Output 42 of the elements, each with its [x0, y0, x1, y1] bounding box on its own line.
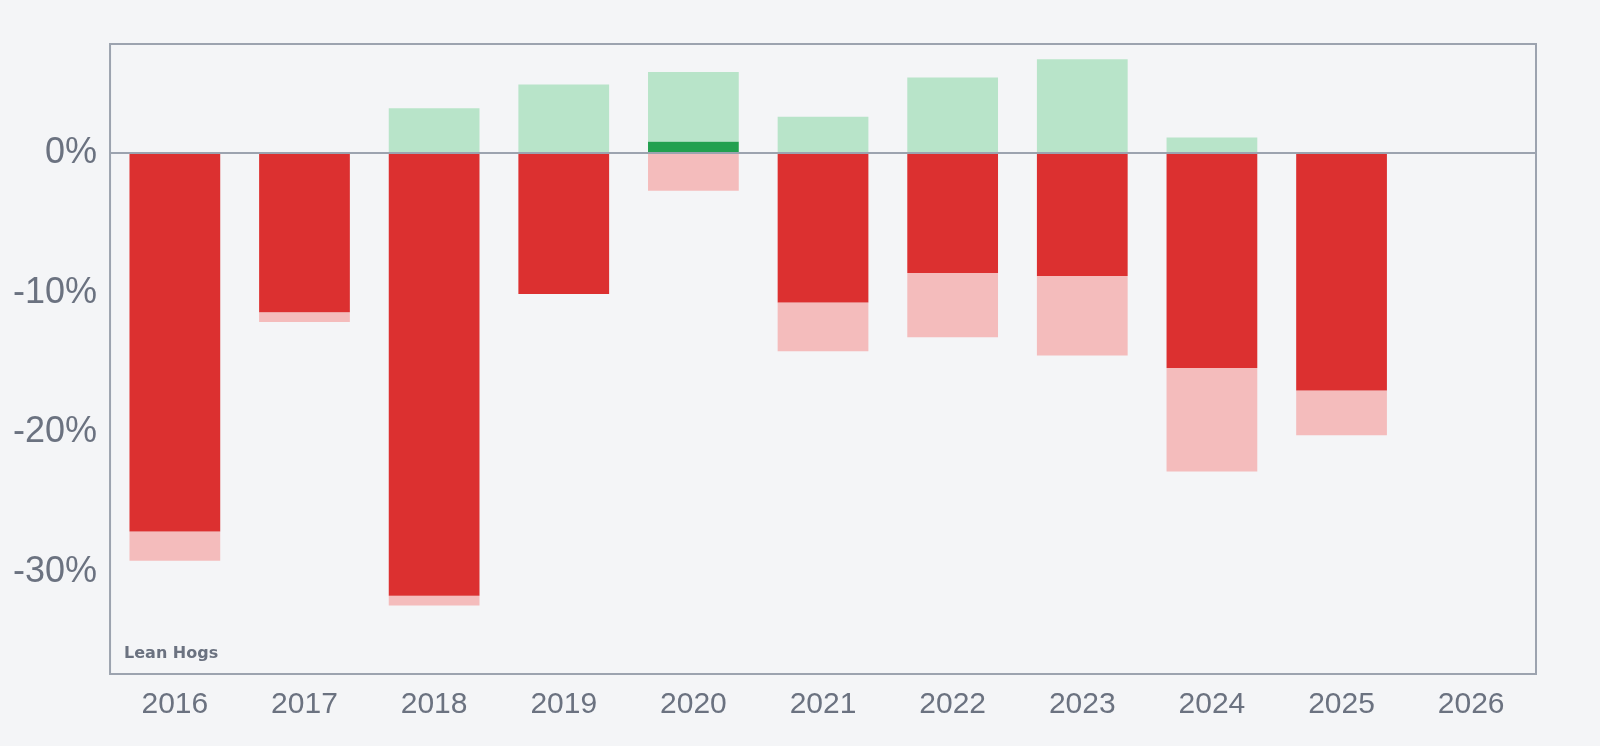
x-tick-label: 2025 [1308, 686, 1375, 720]
bar [777, 302, 869, 352]
bar [907, 273, 999, 338]
x-tick-label: 2023 [1048, 686, 1116, 720]
bar [518, 152, 610, 295]
bar [129, 152, 221, 532]
x-tick-label: 2026 [1437, 686, 1505, 720]
x-tick-label: 2022 [919, 686, 987, 720]
bar [1296, 390, 1387, 436]
bar [1036, 152, 1128, 276]
x-tick-label: 2024 [1178, 686, 1246, 720]
y-tick-label: -10% [12, 269, 98, 311]
bar [1036, 275, 1128, 356]
bar [777, 116, 869, 153]
bar [388, 595, 480, 606]
bar [259, 312, 350, 322]
bar [388, 108, 480, 153]
bar [1296, 152, 1387, 391]
x-tick-label: 2019 [530, 686, 598, 720]
x-tick-label: 2020 [660, 686, 727, 720]
annotation: Lean Hogs [124, 643, 219, 663]
bar [1166, 152, 1258, 369]
bar [907, 152, 999, 274]
bar [648, 71, 739, 142]
bar [129, 531, 221, 561]
bar [1036, 59, 1128, 153]
bar [648, 152, 739, 191]
x-tick-label: 2021 [789, 686, 857, 720]
bar [648, 141, 739, 153]
bar [1166, 368, 1258, 472]
x-tick-label: 2017 [271, 686, 338, 720]
y-tick-label: -20% [12, 409, 98, 451]
bar [1166, 137, 1258, 153]
bar [259, 152, 350, 313]
bar [777, 152, 869, 303]
bar [388, 152, 480, 596]
y-tick-label: 0% [45, 129, 98, 171]
x-tick-label: 2016 [141, 686, 209, 720]
bar [518, 84, 610, 153]
x-tick-label: 2018 [400, 686, 468, 720]
y-tick-label: -30% [12, 548, 98, 590]
bar [907, 77, 999, 153]
